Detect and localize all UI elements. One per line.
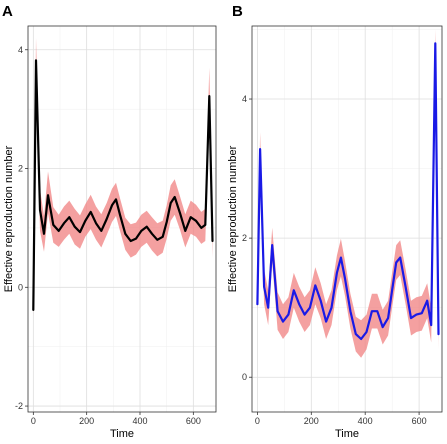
y-tick-label: 4 <box>18 45 23 55</box>
y-axis-title: Effective reproduction number <box>227 145 239 292</box>
plot-frame <box>251 25 443 413</box>
y-tick-label: 4 <box>242 94 247 104</box>
y-axis-title: Effective reproduction number <box>3 145 15 292</box>
plot-frame <box>27 25 217 413</box>
grid <box>252 26 442 412</box>
panel-b: B 0 200 400 600 0 2 4 Time Effective reproduction… <box>227 3 443 440</box>
x-axis-title: Time <box>110 428 134 440</box>
x-tick-label: 600 <box>412 416 427 426</box>
y-tick-label: 0 <box>18 282 23 292</box>
panel-label: A <box>2 3 13 20</box>
x-tick-label: 200 <box>79 416 94 426</box>
y-tick-label: 2 <box>18 164 23 174</box>
x-tick-label: 0 <box>255 416 260 426</box>
panel-a: A 0 200 400 600 -2 0 2 4 Time Effective reproducti… <box>2 3 217 440</box>
x-tick-label: 400 <box>132 416 147 426</box>
panel-label: B <box>232 3 243 20</box>
x-tick-label: 400 <box>358 416 373 426</box>
x-tick-label: 600 <box>186 416 201 426</box>
y-tick-label: -2 <box>15 401 23 411</box>
x-tick-label: 200 <box>304 416 319 426</box>
x-axis-title: Time <box>335 428 359 440</box>
y-tick-label: 2 <box>242 233 247 243</box>
series-line <box>32 59 214 311</box>
y-tick-label: 0 <box>242 372 247 382</box>
series-line <box>256 42 440 341</box>
x-tick-label: 0 <box>31 416 36 426</box>
